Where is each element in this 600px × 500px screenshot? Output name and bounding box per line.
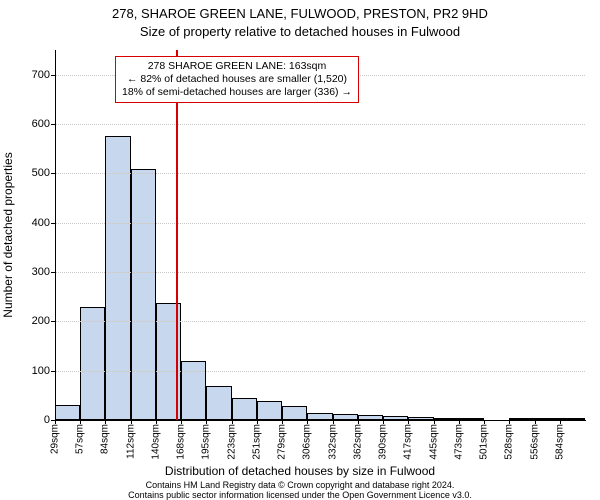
x-tick-label: 251sqm (251, 424, 262, 460)
x-tick-label: 445sqm (428, 424, 439, 460)
x-tick-label: 417sqm (403, 424, 414, 460)
plot-area: 278 SHAROE GREEN LANE: 163sqm ← 82% of d… (55, 50, 585, 420)
x-tick-label: 306sqm (302, 424, 313, 460)
x-tick-label: 84sqm (100, 424, 111, 454)
x-tick-label: 501sqm (479, 424, 490, 460)
footer-line2: Contains public sector information licen… (0, 491, 600, 500)
chart-title-description: Size of property relative to detached ho… (0, 24, 600, 39)
x-tick-label: 362sqm (352, 424, 363, 460)
y-tick-mark (51, 321, 55, 322)
y-tick-label: 400 (10, 217, 50, 229)
x-tick-label: 473sqm (453, 424, 464, 460)
y-tick-label: 600 (10, 118, 50, 130)
x-tick-label: 29sqm (50, 424, 61, 454)
x-tick-label: 390sqm (378, 424, 389, 460)
x-tick-label: 584sqm (554, 424, 565, 460)
x-axis-label: Distribution of detached houses by size … (0, 464, 600, 478)
y-tick-mark (51, 124, 55, 125)
x-tick-label: 195sqm (201, 424, 212, 460)
y-tick-mark (51, 75, 55, 76)
y-tick-label: 100 (10, 365, 50, 377)
y-tick-mark (51, 371, 55, 372)
plot-axes (55, 50, 586, 421)
y-tick-mark (51, 272, 55, 273)
y-tick-label: 500 (10, 167, 50, 179)
y-tick-mark (51, 173, 55, 174)
x-tick-label: 223sqm (226, 424, 237, 460)
y-tick-label: 300 (10, 266, 50, 278)
chart-title-address: 278, SHAROE GREEN LANE, FULWOOD, PRESTON… (0, 6, 600, 21)
x-tick-label: 140sqm (150, 424, 161, 460)
footer-attribution: Contains HM Land Registry data © Crown c… (0, 481, 600, 500)
y-tick-mark (51, 223, 55, 224)
y-tick-label: 0 (10, 414, 50, 426)
y-tick-label: 200 (10, 315, 50, 327)
x-tick-label: 556sqm (529, 424, 540, 460)
x-tick-label: 168sqm (176, 424, 187, 460)
x-tick-label: 528sqm (504, 424, 515, 460)
x-tick-label: 279sqm (277, 424, 288, 460)
chart-container: 278, SHAROE GREEN LANE, FULWOOD, PRESTON… (0, 0, 600, 500)
x-tick-label: 57sqm (75, 424, 86, 454)
y-tick-label: 700 (10, 69, 50, 81)
x-tick-label: 112sqm (125, 424, 136, 459)
x-tick-label: 332sqm (327, 424, 338, 460)
